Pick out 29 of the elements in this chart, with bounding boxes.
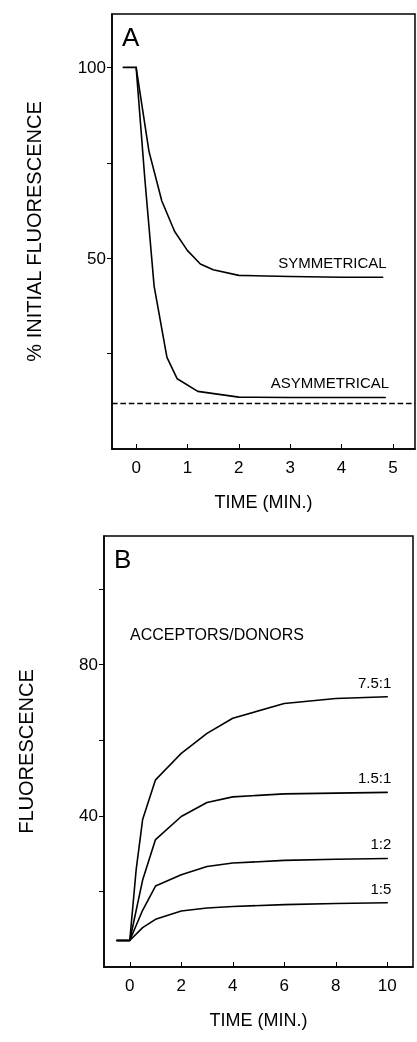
y-tick-label: 80	[79, 655, 98, 675]
x-tick-label: 4	[336, 458, 347, 477]
annotation: B	[114, 544, 132, 574]
series-label: SYMMETRICAL	[278, 254, 387, 272]
y-axis-title: % INITIAL FLUORESCENCE	[23, 101, 45, 362]
x-tick-label: 0	[125, 976, 135, 995]
y-axis-title: FLUORESCENCE	[15, 669, 37, 834]
x-tick-label: 10	[377, 976, 397, 995]
annotation: A	[122, 22, 140, 52]
x-tick-label: 2	[176, 976, 186, 995]
y-tick-label: 100	[77, 57, 106, 77]
y-tick-label: 50	[87, 248, 106, 268]
y-tick-label: 40	[79, 806, 98, 826]
series-label: 1:5	[370, 879, 392, 897]
x-tick-label: 8	[331, 976, 341, 995]
x-axis-title: TIME (MIN.)	[209, 1010, 308, 1030]
annotation: ACCEPTORS/DONORS	[130, 625, 304, 643]
x-tick-label: 6	[279, 976, 289, 995]
x-tick-label: 5	[388, 458, 398, 477]
series-label: 1:2	[370, 835, 392, 853]
series-label: 7.5:1	[357, 673, 392, 691]
x-tick-label: 0	[131, 458, 141, 477]
x-tick-label: 1	[182, 458, 193, 477]
x-axis-title: TIME (MIN.)	[214, 492, 313, 512]
x-tick-label: 3	[285, 458, 295, 477]
series-label: ASYMMETRICAL	[270, 374, 390, 392]
series-label: 1.5:1	[357, 769, 392, 787]
x-tick-label: 2	[234, 458, 244, 477]
x-tick-label: 4	[228, 976, 238, 995]
